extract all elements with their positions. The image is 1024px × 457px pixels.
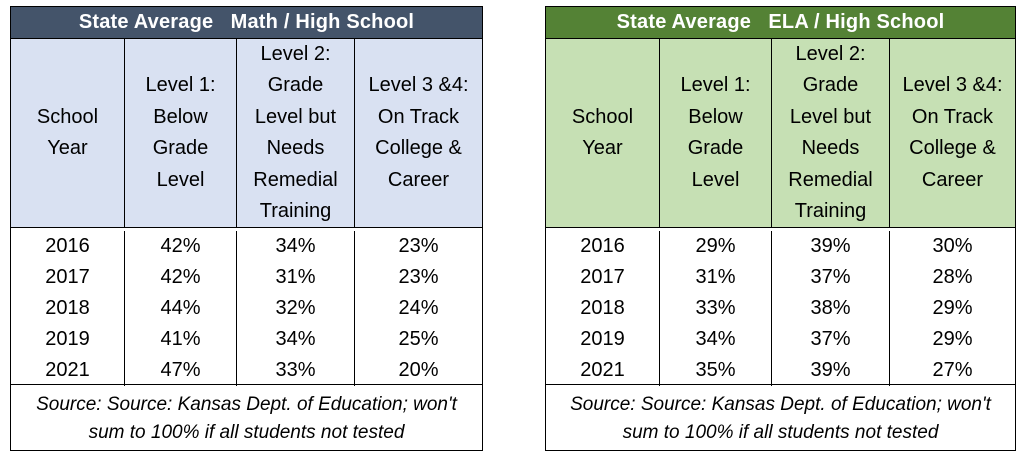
cell-level-3-4: 29% [890,324,1015,355]
math-table-body: 2016 42% 34% 23% 2017 42% 31% 23% 2018 4… [11,228,482,385]
cell-level-3-4: 25% [355,324,482,355]
cell-level-2: 34% [237,324,355,355]
cell-level-3-4: 27% [890,355,1015,386]
ela-header-level-2: Level 2: Grade Level but Needs Remedial … [772,39,890,227]
cell-school-year: 2019 [546,324,660,355]
cell-school-year: 2017 [546,262,660,293]
cell-level-1: 35% [660,355,772,386]
cell-level-1: 42% [125,231,237,262]
cell-level-2: 34% [237,231,355,262]
cell-level-3-4: 23% [355,231,482,262]
cell-level-1: 42% [125,262,237,293]
math-header-school-year: School Year [11,39,125,227]
cell-level-1: 44% [125,293,237,324]
cell-level-1: 29% [660,231,772,262]
cell-school-year: 2021 [11,355,125,386]
table-row: 2017 31% 37% 28% [546,262,1015,293]
table-row: 2021 47% 33% 20% [11,355,482,386]
cell-level-2: 37% [772,324,890,355]
math-source-note: Source: Source: Kansas Dept. of Educatio… [11,385,482,452]
cell-school-year: 2016 [11,231,125,262]
math-header-level-1: Level 1: Below Grade Level [125,39,237,227]
cell-school-year: 2016 [546,231,660,262]
table-row: 2016 29% 39% 30% [546,231,1015,262]
cell-level-1: 31% [660,262,772,293]
math-table-panel: State Average Math / High School School … [10,6,483,451]
cell-school-year: 2019 [11,324,125,355]
cell-level-3-4: 24% [355,293,482,324]
cell-school-year: 2021 [546,355,660,386]
cell-level-3-4: 29% [890,293,1015,324]
ela-table-panel: State Average ELA / High School School Y… [545,6,1016,451]
table-row: 2016 42% 34% 23% [11,231,482,262]
ela-source-note: Source: Source: Kansas Dept. of Educatio… [546,385,1015,452]
ela-header-row: School Year Level 1: Below Grade Level L… [546,39,1015,228]
table-row: 2019 41% 34% 25% [11,324,482,355]
math-header-row: School Year Level 1: Below Grade Level L… [11,39,482,228]
cell-level-2: 33% [237,355,355,386]
cell-level-3-4: 23% [355,262,482,293]
table-row: 2018 33% 38% 29% [546,293,1015,324]
cell-level-3-4: 30% [890,231,1015,262]
cell-level-2: 38% [772,293,890,324]
cell-school-year: 2018 [546,293,660,324]
cell-level-2: 39% [772,231,890,262]
ela-header-school-year: School Year [546,39,660,227]
table-row: 2018 44% 32% 24% [11,293,482,324]
table-row: 2019 34% 37% 29% [546,324,1015,355]
cell-level-3-4: 20% [355,355,482,386]
cell-level-1: 34% [660,324,772,355]
cell-level-2: 39% [772,355,890,386]
cell-level-2: 32% [237,293,355,324]
cell-school-year: 2017 [11,262,125,293]
cell-level-1: 33% [660,293,772,324]
cell-level-2: 31% [237,262,355,293]
ela-header-level-1: Level 1: Below Grade Level [660,39,772,227]
table-row: 2017 42% 31% 23% [11,262,482,293]
cell-school-year: 2018 [11,293,125,324]
cell-level-2: 37% [772,262,890,293]
ela-table-title: State Average ELA / High School [546,7,1015,39]
math-table-title: State Average Math / High School [11,7,482,39]
math-header-level-3-4: Level 3 &4: On Track College & Career [355,39,482,227]
cell-level-1: 47% [125,355,237,386]
table-row: 2021 35% 39% 27% [546,355,1015,386]
ela-table-body: 2016 29% 39% 30% 2017 31% 37% 28% 2018 3… [546,228,1015,385]
ela-header-level-3-4: Level 3 &4: On Track College & Career [890,39,1015,227]
cell-level-3-4: 28% [890,262,1015,293]
cell-level-1: 41% [125,324,237,355]
math-header-level-2: Level 2: Grade Level but Needs Remedial … [237,39,355,227]
